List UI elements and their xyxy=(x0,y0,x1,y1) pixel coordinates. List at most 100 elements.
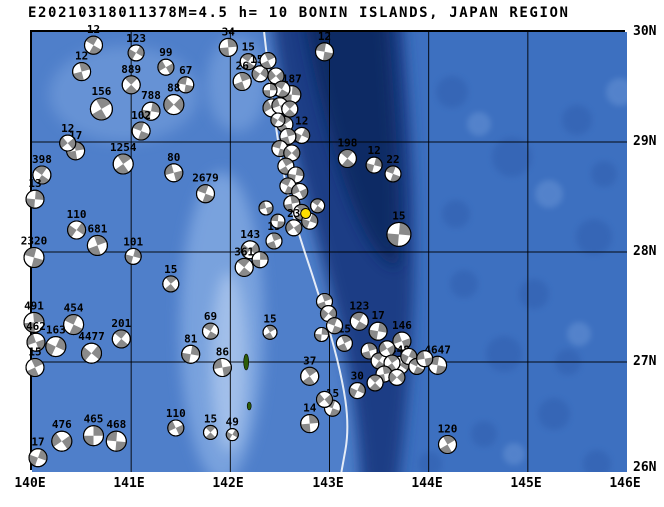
focal-mechanism: 80 xyxy=(164,151,184,183)
focal-mechanism: 26 xyxy=(232,60,252,92)
focal-mechanism: 476 xyxy=(51,418,73,452)
focal-mechanism: 2320 xyxy=(21,235,47,269)
focal-mechanism: 120 xyxy=(438,423,458,455)
focal-mechanism xyxy=(279,127,297,146)
event-label: 889 xyxy=(121,63,141,76)
focal-mechanism: 17 xyxy=(66,129,86,161)
event-label: 86 xyxy=(216,346,230,359)
event-label: 146 xyxy=(392,319,412,332)
event-label: 17 xyxy=(31,436,44,449)
event-label: 15 xyxy=(164,263,177,276)
focal-mechanism: 110 xyxy=(166,407,186,437)
focal-mechanism: 34 xyxy=(218,25,238,57)
focal-mechanism: 123 xyxy=(349,299,369,331)
event-label: 1254 xyxy=(110,141,137,154)
event-label: 12 xyxy=(295,114,308,127)
event-label: 37 xyxy=(303,354,316,367)
event-label: 681 xyxy=(87,222,107,235)
event-label: 123 xyxy=(126,32,146,45)
event-label: 12 xyxy=(61,122,74,135)
event-label: 88 xyxy=(167,82,180,95)
event-label: 26 xyxy=(236,60,250,73)
event-label: 12 xyxy=(367,144,380,157)
focal-mechanism xyxy=(270,213,286,229)
event-label: 15 xyxy=(28,346,41,359)
event-label: 17 xyxy=(371,309,384,322)
epicenter-marker xyxy=(300,208,312,219)
focal-mechanism: 49 xyxy=(226,416,239,442)
focal-mechanism: 88 xyxy=(163,82,185,116)
focal-mechanism: 23 xyxy=(285,207,303,237)
focal-mechanism: 1254 xyxy=(110,141,137,175)
x-tick-label: 141E xyxy=(113,476,145,491)
island xyxy=(246,401,252,411)
focal-mechanism: 12 xyxy=(314,30,335,62)
event-label: 398 xyxy=(32,153,52,166)
focal-mechanism: 146 xyxy=(392,319,412,351)
event-label: 123 xyxy=(349,299,369,312)
event-label: 101 xyxy=(123,235,143,248)
event-label: 454 xyxy=(64,302,84,315)
focal-mechanism: 198 xyxy=(337,137,357,169)
event-label: 12 xyxy=(318,30,331,43)
focal-mechanism xyxy=(281,100,299,118)
focal-mechanism: 201 xyxy=(111,317,132,349)
focal-mechanism xyxy=(291,182,309,201)
event-label: 788 xyxy=(141,89,161,102)
focal-mechanism: 37 xyxy=(300,354,320,386)
focal-mechanism: 491 xyxy=(23,299,45,333)
focal-mechanism: 69 xyxy=(201,310,220,340)
event-label: 13 xyxy=(28,177,41,190)
event-label: 14 xyxy=(303,402,317,415)
focal-mechanism: 465 xyxy=(82,413,105,447)
focal-mechanism: 15 xyxy=(386,209,412,247)
trench-axis-line xyxy=(263,32,349,472)
x-tick-label: 142E xyxy=(212,476,244,491)
x-tick-label: 146E xyxy=(609,476,641,491)
focal-mechanism: 15 xyxy=(239,41,257,71)
event-label: 120 xyxy=(438,423,458,436)
focal-mechanism xyxy=(314,326,330,343)
event-label: 12 xyxy=(87,23,100,36)
y-tick-label: 28N xyxy=(633,244,657,259)
x-tick-label: 145E xyxy=(510,476,542,491)
x-tick-label: 143E xyxy=(312,476,344,491)
focal-mechanism xyxy=(370,352,388,370)
focal-mechanism: 15 xyxy=(202,412,219,440)
event-label: 23 xyxy=(287,207,300,220)
focal-mechanism: 143 xyxy=(240,228,260,260)
event-label: 143 xyxy=(240,228,260,241)
focal-mechanism xyxy=(251,251,269,269)
focal-mechanism: 681 xyxy=(86,222,108,256)
event-label: 102 xyxy=(131,109,151,122)
event-label: 69 xyxy=(204,310,217,323)
focal-mechanism xyxy=(277,157,295,175)
event-label: 81 xyxy=(184,332,198,345)
focal-mechanism: 454 xyxy=(63,302,85,336)
event-label: 468 xyxy=(106,418,126,431)
focal-mechanism: 15 xyxy=(25,346,45,378)
map-frame: 12 123 12 99 889 67 156 788 88 102 17 12 1254 80 398 13… xyxy=(21,23,627,472)
y-tick-label: 26N xyxy=(633,460,657,475)
event-label: 476 xyxy=(52,418,72,431)
focal-mechanism xyxy=(378,340,396,358)
focal-mechanism: 4477 xyxy=(78,330,105,364)
focal-mechanism xyxy=(325,317,344,335)
focal-mechanism: 30 xyxy=(348,370,366,400)
page-title: E20210318011378M=4.5 h= 10 BONIN ISLANDS… xyxy=(28,5,570,21)
event-label: 361 xyxy=(234,245,254,258)
event-label: 30 xyxy=(351,370,364,383)
focal-mechanism xyxy=(388,368,406,386)
focal-mechanism xyxy=(315,390,334,408)
focal-mechanism: 81 xyxy=(181,332,201,364)
focal-mechanism: 99 xyxy=(157,46,175,76)
focal-mechanism: 361 xyxy=(234,245,255,277)
event-label: 110 xyxy=(67,208,87,221)
event-label: 2679 xyxy=(192,172,219,185)
event-label: 110 xyxy=(166,407,186,420)
focal-mechanism: 156 xyxy=(89,85,113,121)
event-label: 163 xyxy=(46,324,66,337)
focal-mechanism: 110 xyxy=(67,208,87,240)
event-label: 67 xyxy=(179,64,192,77)
event-label: 15 xyxy=(263,312,276,325)
